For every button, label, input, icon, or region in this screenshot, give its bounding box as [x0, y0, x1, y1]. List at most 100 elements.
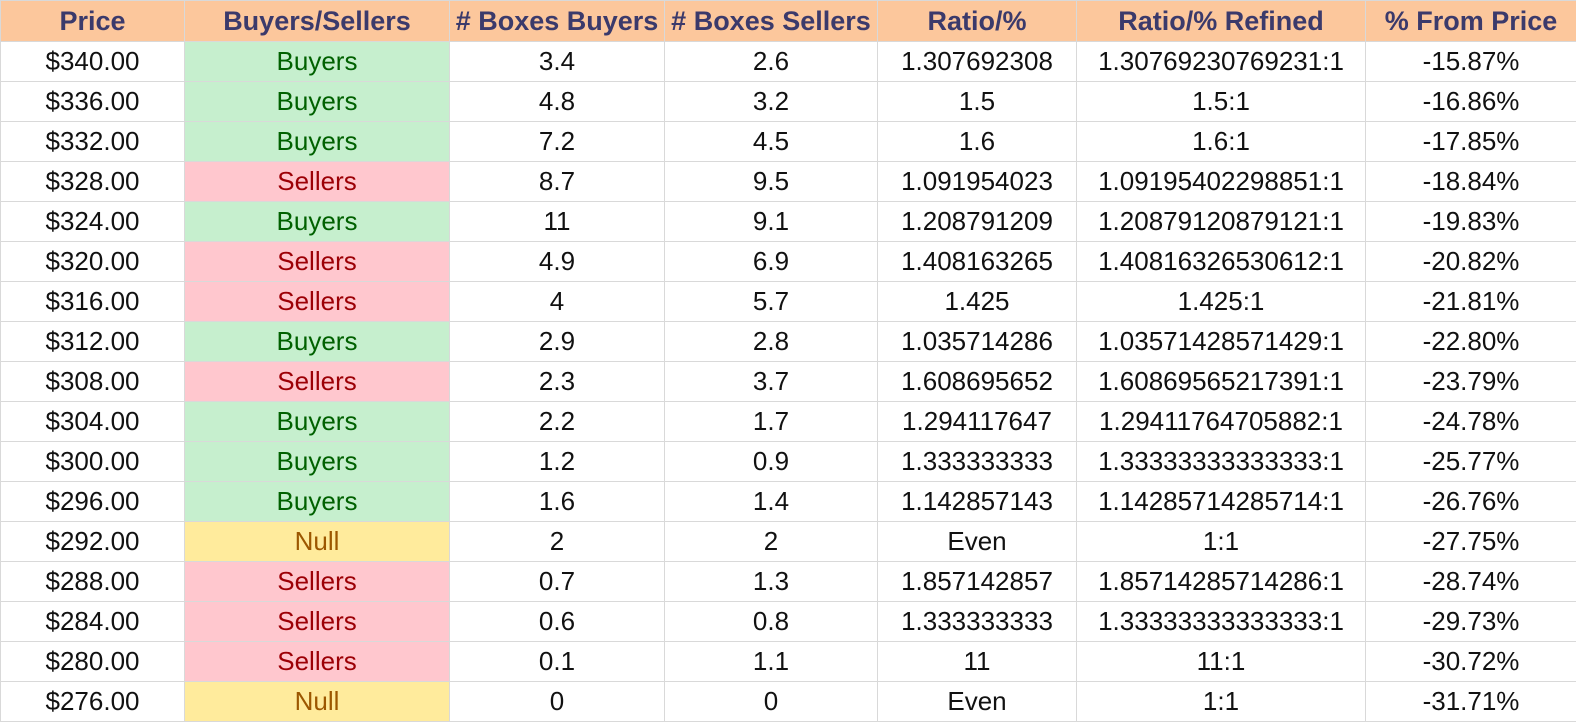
- buyers-sellers-cell[interactable]: Sellers: [184, 361, 450, 402]
- ratio-refined-cell[interactable]: 1.33333333333333:1: [1076, 441, 1366, 482]
- buyers-sellers-cell[interactable]: Buyers: [184, 321, 450, 362]
- boxes-buyers-cell[interactable]: 2: [449, 521, 665, 562]
- boxes-sellers-cell[interactable]: 6.9: [664, 241, 878, 282]
- pct-from-price-cell[interactable]: -24.78%: [1365, 401, 1576, 442]
- buyers-sellers-cell[interactable]: Buyers: [184, 481, 450, 522]
- ratio-refined-cell[interactable]: 1.20879120879121:1: [1076, 201, 1366, 242]
- pct-from-price-cell[interactable]: -22.80%: [1365, 321, 1576, 362]
- buyers-sellers-cell[interactable]: Sellers: [184, 601, 450, 642]
- buyers-sellers-cell[interactable]: Buyers: [184, 201, 450, 242]
- boxes-buyers-cell[interactable]: 2.2: [449, 401, 665, 442]
- price-cell[interactable]: $304.00: [0, 401, 185, 442]
- price-cell[interactable]: $328.00: [0, 161, 185, 202]
- buyers-sellers-cell[interactable]: Sellers: [184, 561, 450, 602]
- ratio-cell[interactable]: 1.307692308: [877, 41, 1077, 82]
- price-cell[interactable]: $296.00: [0, 481, 185, 522]
- ratio-refined-cell[interactable]: 11:1: [1076, 641, 1366, 682]
- buyers-sellers-cell[interactable]: Buyers: [184, 441, 450, 482]
- pct-from-price-cell[interactable]: -16.86%: [1365, 81, 1576, 122]
- boxes-buyers-cell[interactable]: 1.2: [449, 441, 665, 482]
- boxes-buyers-cell[interactable]: 4.8: [449, 81, 665, 122]
- boxes-sellers-cell[interactable]: 4.5: [664, 121, 878, 162]
- ratio-cell[interactable]: Even: [877, 521, 1077, 562]
- buyers-sellers-cell[interactable]: Sellers: [184, 241, 450, 282]
- ratio-refined-cell[interactable]: 1.5:1: [1076, 81, 1366, 122]
- ratio-cell[interactable]: 1.333333333: [877, 601, 1077, 642]
- buyers-sellers-cell[interactable]: Buyers: [184, 121, 450, 162]
- pct-from-price-cell[interactable]: -18.84%: [1365, 161, 1576, 202]
- pct-from-price-cell[interactable]: -25.77%: [1365, 441, 1576, 482]
- price-cell[interactable]: $280.00: [0, 641, 185, 682]
- price-cell[interactable]: $292.00: [0, 521, 185, 562]
- boxes-buyers-cell[interactable]: 1.6: [449, 481, 665, 522]
- price-cell[interactable]: $308.00: [0, 361, 185, 402]
- pct-from-price-cell[interactable]: -27.75%: [1365, 521, 1576, 562]
- price-cell[interactable]: $320.00: [0, 241, 185, 282]
- ratio-refined-cell[interactable]: 1.30769230769231:1: [1076, 41, 1366, 82]
- price-cell[interactable]: $332.00: [0, 121, 185, 162]
- pct-from-price-cell[interactable]: -19.83%: [1365, 201, 1576, 242]
- boxes-buyers-cell[interactable]: 4.9: [449, 241, 665, 282]
- boxes-sellers-cell[interactable]: 1.4: [664, 481, 878, 522]
- pct-from-price-cell[interactable]: -26.76%: [1365, 481, 1576, 522]
- ratio-refined-cell[interactable]: 1.425:1: [1076, 281, 1366, 322]
- boxes-sellers-cell[interactable]: 0.8: [664, 601, 878, 642]
- pct-from-price-cell[interactable]: -29.73%: [1365, 601, 1576, 642]
- ratio-cell[interactable]: 1.425: [877, 281, 1077, 322]
- ratio-refined-cell[interactable]: 1.09195402298851:1: [1076, 161, 1366, 202]
- boxes-sellers-cell[interactable]: 0.9: [664, 441, 878, 482]
- buyers-sellers-cell[interactable]: Buyers: [184, 401, 450, 442]
- ratio-refined-cell[interactable]: 1:1: [1076, 521, 1366, 562]
- header-price[interactable]: Price: [0, 0, 185, 42]
- ratio-cell[interactable]: 1.208791209: [877, 201, 1077, 242]
- header-boxes-buyers[interactable]: # Boxes Buyers: [449, 0, 665, 42]
- boxes-sellers-cell[interactable]: 1.7: [664, 401, 878, 442]
- ratio-cell[interactable]: 1.857142857: [877, 561, 1077, 602]
- price-cell[interactable]: $312.00: [0, 321, 185, 362]
- price-cell[interactable]: $300.00: [0, 441, 185, 482]
- header-ratio-refined[interactable]: Ratio/% Refined: [1076, 0, 1366, 42]
- boxes-sellers-cell[interactable]: 2.8: [664, 321, 878, 362]
- price-cell[interactable]: $340.00: [0, 41, 185, 82]
- ratio-cell[interactable]: 1.091954023: [877, 161, 1077, 202]
- boxes-sellers-cell[interactable]: 3.7: [664, 361, 878, 402]
- ratio-cell[interactable]: 1.142857143: [877, 481, 1077, 522]
- ratio-refined-cell[interactable]: 1.85714285714286:1: [1076, 561, 1366, 602]
- price-cell[interactable]: $276.00: [0, 681, 185, 722]
- buyers-sellers-cell[interactable]: Buyers: [184, 41, 450, 82]
- ratio-refined-cell[interactable]: 1.03571428571429:1: [1076, 321, 1366, 362]
- pct-from-price-cell[interactable]: -30.72%: [1365, 641, 1576, 682]
- ratio-cell[interactable]: 1.035714286: [877, 321, 1077, 362]
- pct-from-price-cell[interactable]: -17.85%: [1365, 121, 1576, 162]
- boxes-buyers-cell[interactable]: 8.7: [449, 161, 665, 202]
- boxes-sellers-cell[interactable]: 9.1: [664, 201, 878, 242]
- pct-from-price-cell[interactable]: -15.87%: [1365, 41, 1576, 82]
- ratio-cell[interactable]: 1.294117647: [877, 401, 1077, 442]
- ratio-refined-cell[interactable]: 1.33333333333333:1: [1076, 601, 1366, 642]
- price-cell[interactable]: $316.00: [0, 281, 185, 322]
- buyers-sellers-cell[interactable]: Null: [184, 521, 450, 562]
- price-cell[interactable]: $284.00: [0, 601, 185, 642]
- ratio-cell[interactable]: 1.5: [877, 81, 1077, 122]
- boxes-sellers-cell[interactable]: 3.2: [664, 81, 878, 122]
- boxes-buyers-cell[interactable]: 0.6: [449, 601, 665, 642]
- pct-from-price-cell[interactable]: -31.71%: [1365, 681, 1576, 722]
- boxes-buyers-cell[interactable]: 2.3: [449, 361, 665, 402]
- ratio-refined-cell[interactable]: 1.6:1: [1076, 121, 1366, 162]
- boxes-buyers-cell[interactable]: 2.9: [449, 321, 665, 362]
- buyers-sellers-cell[interactable]: Sellers: [184, 641, 450, 682]
- boxes-buyers-cell[interactable]: 11: [449, 201, 665, 242]
- ratio-cell[interactable]: 1.408163265: [877, 241, 1077, 282]
- buyers-sellers-cell[interactable]: Buyers: [184, 81, 450, 122]
- price-cell[interactable]: $324.00: [0, 201, 185, 242]
- boxes-buyers-cell[interactable]: 7.2: [449, 121, 665, 162]
- boxes-sellers-cell[interactable]: 2: [664, 521, 878, 562]
- boxes-buyers-cell[interactable]: 0.1: [449, 641, 665, 682]
- ratio-refined-cell[interactable]: 1.29411764705882:1: [1076, 401, 1366, 442]
- ratio-cell[interactable]: 1.333333333: [877, 441, 1077, 482]
- boxes-sellers-cell[interactable]: 2.6: [664, 41, 878, 82]
- buyers-sellers-cell[interactable]: Sellers: [184, 281, 450, 322]
- header-boxes-sellers[interactable]: # Boxes Sellers: [664, 0, 878, 42]
- ratio-cell[interactable]: 1.608695652: [877, 361, 1077, 402]
- ratio-refined-cell[interactable]: 1.40816326530612:1: [1076, 241, 1366, 282]
